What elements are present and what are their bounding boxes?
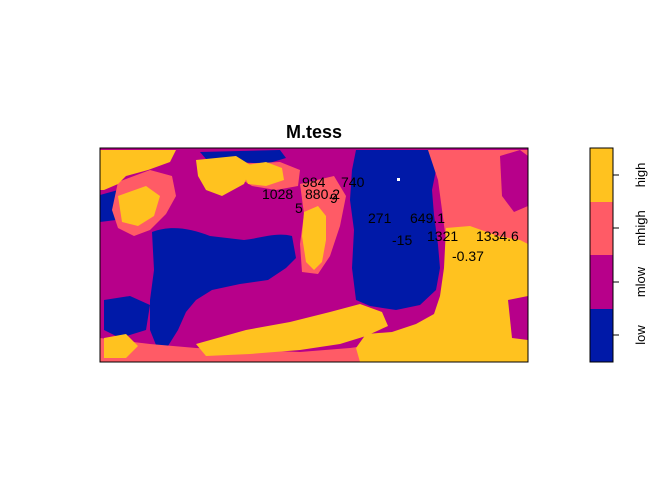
legend-label-low: low: [633, 325, 648, 345]
region-mlow-right-top: [500, 150, 528, 212]
region-low-right: [350, 150, 440, 310]
point-label: 649.1: [410, 210, 445, 226]
legend-swatch-mhigh: [590, 202, 613, 255]
region-high-left-mid: [118, 186, 160, 226]
region-high-bottom-left: [104, 334, 138, 358]
region-high-top-center: [196, 156, 252, 196]
region-high-tongue: [302, 206, 326, 270]
point-label: 1334.6: [476, 228, 519, 244]
legend-label-mhigh: mhigh: [633, 210, 648, 245]
legend-label-high: high: [633, 163, 648, 188]
point-labels: 1028 984 880.2 740 5 9 271 649.1 -15 132…: [262, 174, 519, 264]
point-label: 271: [368, 210, 392, 226]
point-label: 1321: [427, 228, 458, 244]
region-mlow-right-bottom: [508, 296, 528, 340]
map-title: M.tess: [286, 122, 342, 142]
point-label: 880.2: [305, 186, 340, 202]
legend: high mhigh mlow low: [589, 147, 648, 363]
point-label: 9: [330, 190, 338, 206]
point-label: 1028: [262, 186, 293, 202]
region-low-bottom-left: [104, 296, 150, 338]
region-high-bottom-band: [196, 304, 388, 356]
map-white-dot: [397, 178, 400, 181]
region-low-central: [150, 228, 296, 350]
point-label: -0.37: [452, 248, 484, 264]
map-panel: [100, 148, 528, 362]
point-label: -15: [392, 232, 412, 248]
map-frame: [99, 147, 529, 363]
point-label: 984: [302, 174, 326, 190]
region-high-top-arc: [240, 162, 284, 186]
region-high-big-right: [356, 226, 528, 362]
region-high-top-left: [100, 150, 176, 190]
point-label: 5: [295, 200, 303, 216]
legend-frame: [589, 147, 614, 363]
legend-swatch-mlow: [590, 255, 613, 309]
legend-swatch-low: [590, 309, 613, 362]
legend-label-mlow: mlow: [633, 266, 648, 297]
legend-swatch-high: [590, 148, 613, 202]
point-label: 740: [341, 174, 365, 190]
